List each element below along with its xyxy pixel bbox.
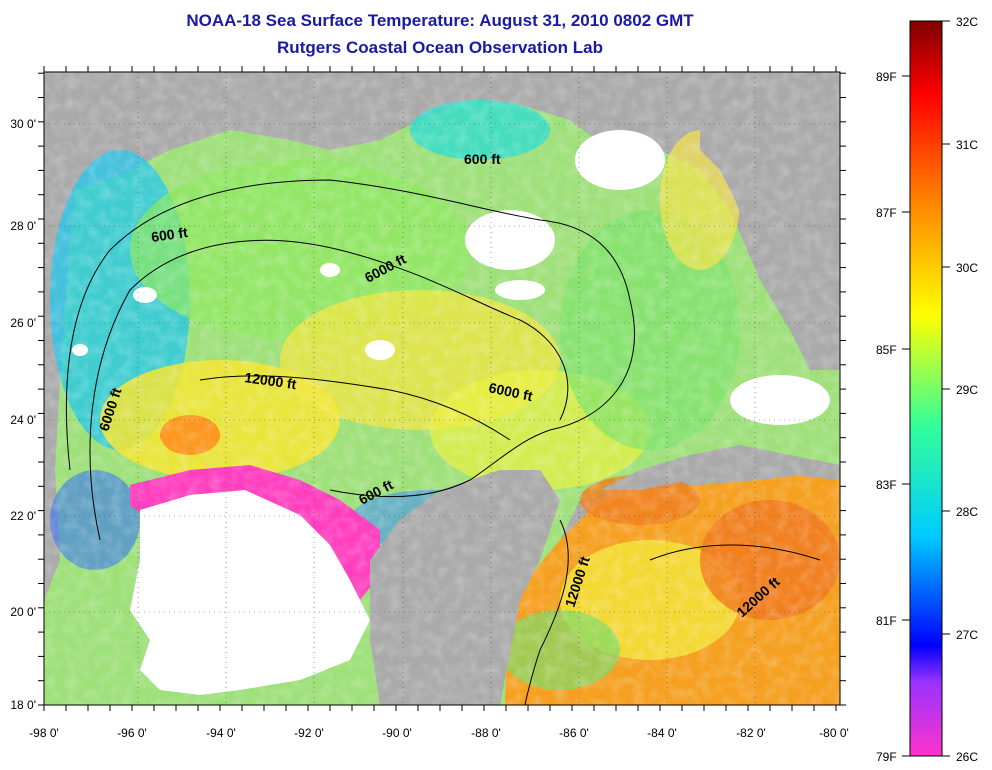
colorbar-fahrenheit-label: 85F: [876, 343, 897, 357]
colorbar-celsius-label: 30C: [956, 261, 978, 275]
latitude-axis: 18 0' 20 0' 22 0' 24 0' 26 0' 28 0' 30 0…: [10, 117, 36, 712]
lon-tick-label: -94 0': [206, 726, 236, 740]
colorbar-fahrenheit-label: 81F: [876, 614, 897, 628]
lon-tick-label: -90 0': [382, 726, 412, 740]
lon-tick-label: -82 0': [736, 726, 766, 740]
lon-tick-label: -92 0': [294, 726, 324, 740]
lon-tick-label: -88 0': [471, 726, 501, 740]
map-panel: 600 ft 600 ft 6000 ft 12000 ft 6000 ft 6…: [44, 72, 840, 705]
lat-tick-label: 26 0': [10, 316, 36, 330]
colorbar-celsius-label: 27C: [956, 628, 978, 642]
longitude-axis: -98 0' -96 0' -94 0' -92 0' -90 0' -88 0…: [29, 726, 849, 740]
lon-tick-label: -86 0': [559, 726, 589, 740]
lon-tick-label: -96 0': [117, 726, 147, 740]
colorbar-fahrenheit-label: 79F: [876, 750, 897, 764]
bathymetry-contours: [65, 179, 821, 705]
colorbar-fahrenheit-label: 89F: [876, 70, 897, 84]
frame-ticks: [38, 66, 846, 711]
lon-tick-label: -80 0': [819, 726, 849, 740]
contour-label: 12000 ft: [244, 369, 298, 392]
colorbar-celsius-label: 32C: [956, 15, 978, 29]
lat-tick-label: 24 0': [10, 413, 36, 427]
lon-tick-label: -84 0': [647, 726, 677, 740]
lon-tick-label: -98 0': [29, 726, 59, 740]
contour-label: 600 ft: [464, 151, 501, 167]
colorbar-gradient: [909, 20, 943, 757]
map-frame: [43, 71, 841, 706]
colorbar-celsius-label: 26C: [956, 750, 978, 764]
lat-tick-label: 30 0': [10, 117, 36, 131]
temperature-colorbar: 32C 31C 30C 29C 28C 27C 26C 89F 87F 85F …: [876, 15, 978, 764]
map-title: NOAA-18 Sea Surface Temperature: August …: [186, 11, 694, 30]
colorbar-celsius-label: 31C: [956, 138, 978, 152]
texture-overlay: [44, 72, 840, 705]
map-subtitle: Rutgers Coastal Ocean Observation Lab: [277, 38, 603, 57]
graticule: [44, 72, 840, 705]
colorbar-celsius-label: 28C: [956, 505, 978, 519]
lat-tick-label: 18 0': [10, 698, 36, 712]
colorbar-fahrenheit-label: 87F: [876, 206, 897, 220]
lat-tick-label: 22 0': [10, 509, 36, 523]
colorbar-ticks: [902, 20, 950, 757]
colorbar-celsius-label: 29C: [956, 383, 978, 397]
lat-tick-label: 28 0': [10, 219, 36, 233]
contour-label: 600 ft: [150, 224, 189, 245]
lat-tick-label: 20 0': [10, 605, 36, 619]
colorbar-fahrenheit-label: 83F: [876, 478, 897, 492]
